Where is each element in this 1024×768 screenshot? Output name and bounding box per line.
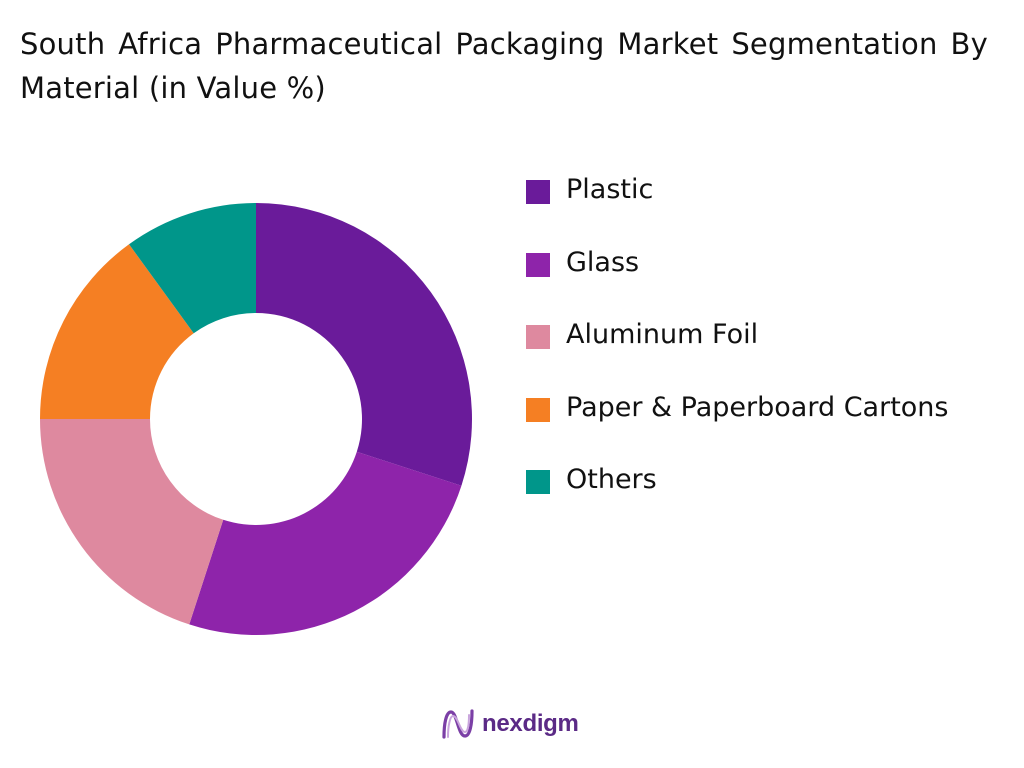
nexdigm-logo-icon [442, 709, 474, 739]
legend-swatch-glass [526, 252, 550, 277]
legend-label-others: Others [566, 464, 657, 495]
slice-others [129, 203, 256, 334]
legend-label-aluminum-foil: Aluminum Foil [566, 319, 759, 350]
slice-aluminum-foil [40, 419, 224, 625]
slice-plastic [256, 203, 473, 486]
slice-glass [189, 451, 462, 636]
chart-title: South Africa Pharmaceutical Packaging Ma… [20, 27, 988, 105]
slice-paper-cartons [40, 244, 194, 419]
legend-swatch-others [526, 470, 550, 494]
legend-label-glass: Glass [566, 246, 640, 278]
nexdigm-logo: nexdigm [438, 704, 579, 744]
logo-text: nexdigm [482, 710, 579, 737]
legend-label-plastic: Plastic [566, 174, 654, 205]
legend-swatch-plastic [526, 180, 550, 204]
legend-swatch-paper-cartons [526, 397, 550, 422]
legend-label-paper-cartons: Paper & Paperboard Cartons [566, 391, 949, 423]
legend-swatch-aluminum-foil [526, 325, 550, 349]
